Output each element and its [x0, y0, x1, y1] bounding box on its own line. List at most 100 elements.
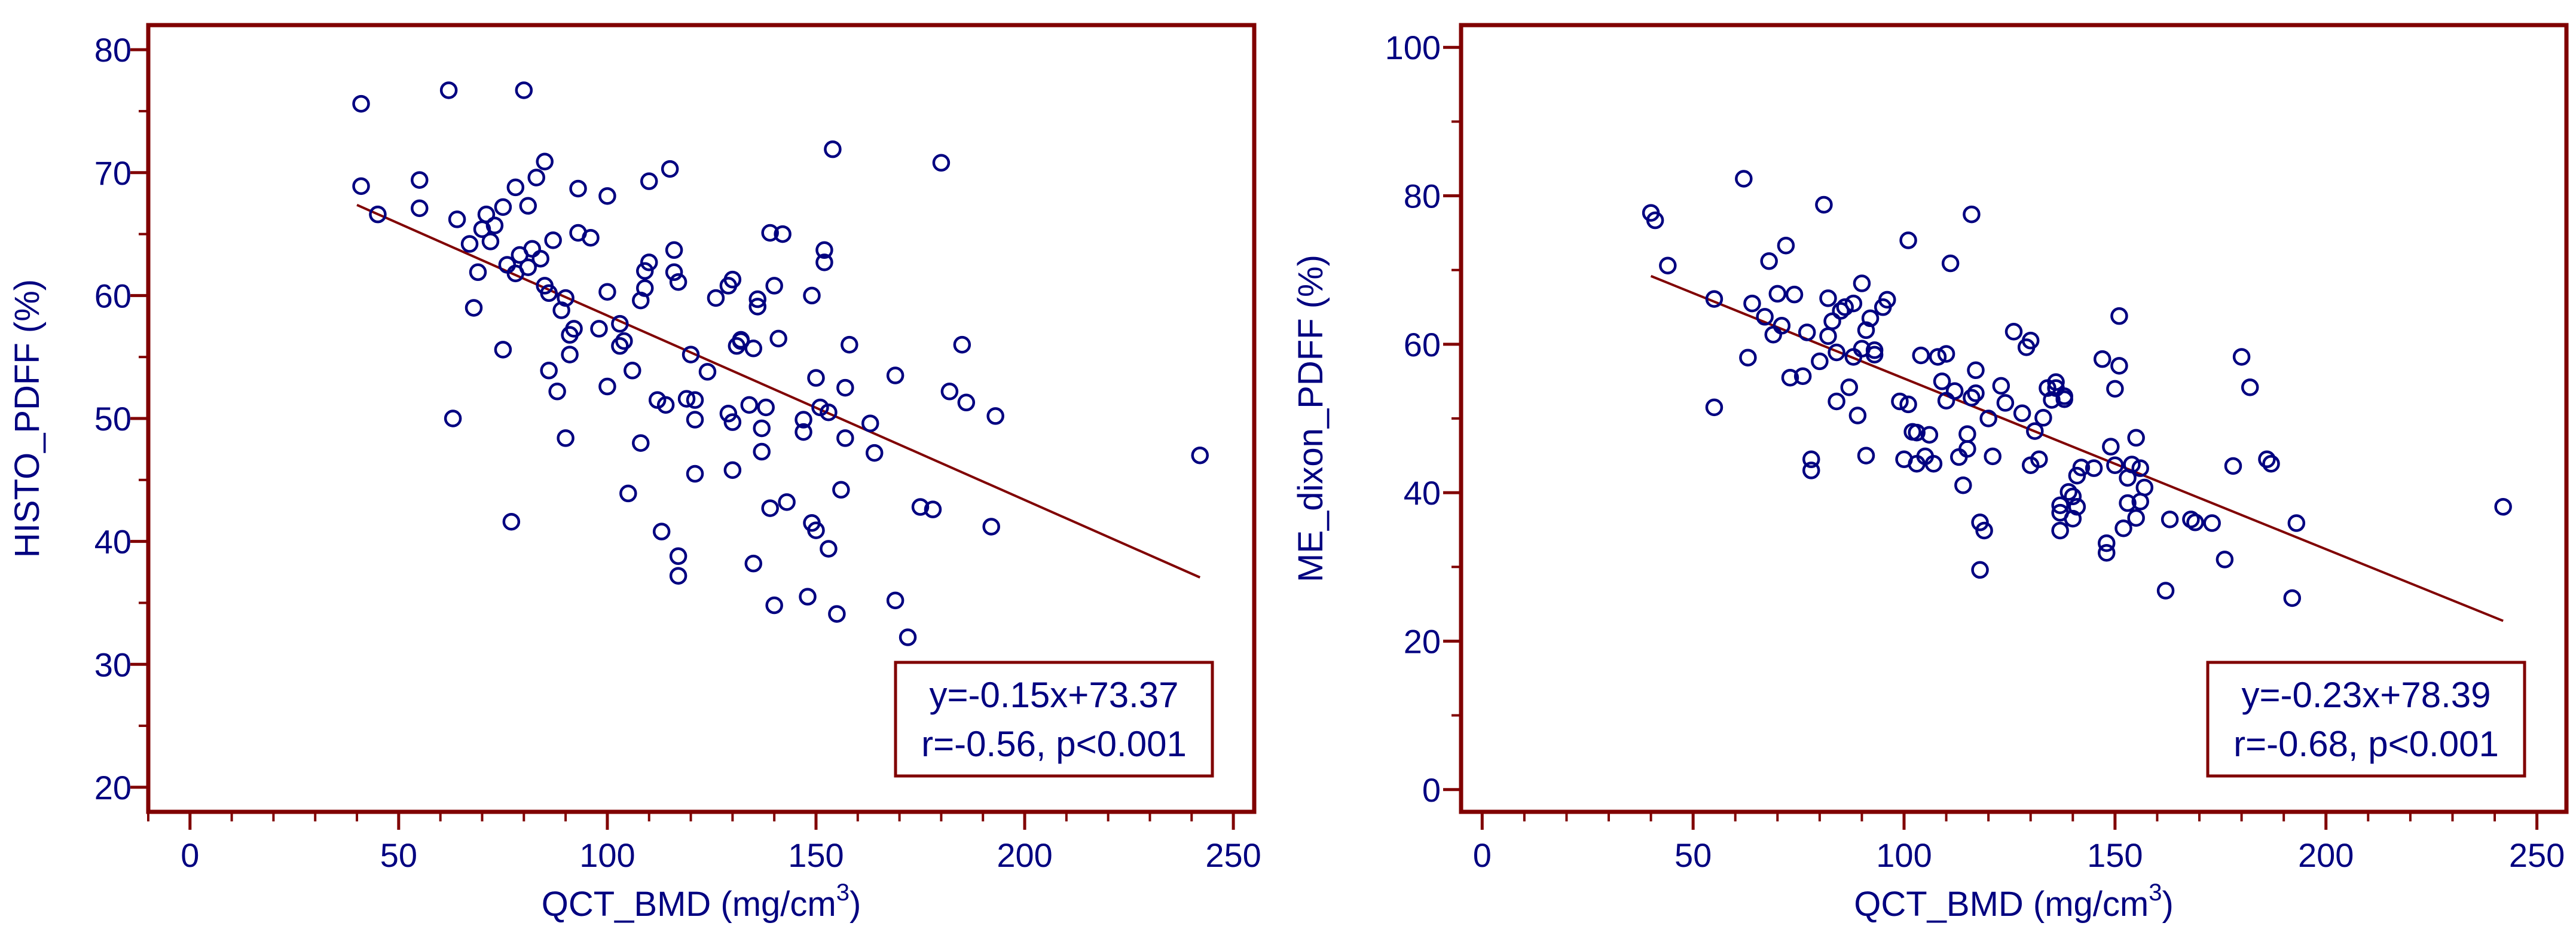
data-point-1	[677, 390, 696, 408]
data-point-2	[2110, 307, 2128, 325]
data-point-2	[2013, 404, 2031, 423]
data-point-2	[2232, 348, 2251, 366]
data-point-1	[665, 263, 683, 282]
data-point-2	[1857, 447, 1875, 465]
data-point-2	[1996, 394, 2015, 412]
data-point-1	[748, 290, 766, 308]
data-point-1	[477, 205, 496, 224]
data-point-1	[761, 499, 779, 517]
data-point-1	[352, 94, 370, 113]
data-point-1	[807, 369, 825, 387]
data-point-2	[2127, 429, 2145, 447]
data-point-2	[1743, 294, 1761, 313]
data-point-2	[1920, 426, 1939, 444]
data-point-1	[494, 341, 512, 359]
data-point-2	[1773, 317, 1791, 335]
data-point-1	[861, 414, 879, 432]
correlation-stats-2: r=-0.68, p<0.001	[2233, 724, 2499, 764]
data-point-1	[502, 512, 521, 531]
data-point-2	[1823, 312, 1841, 331]
data-point-2	[1992, 377, 2010, 395]
data-point-2	[1815, 195, 1833, 214]
data-point-2	[1958, 440, 1976, 458]
data-point-2	[1768, 285, 1787, 303]
x-tick-label-1: 100	[579, 836, 635, 874]
correlation-stats-1: r=-0.56, p<0.001	[921, 724, 1187, 764]
data-point-2	[1853, 274, 1871, 292]
data-point-1	[774, 225, 792, 243]
data-point-1	[444, 410, 462, 427]
data-point-2	[1857, 321, 1875, 340]
data-point-2	[2110, 357, 2128, 375]
data-point-2	[2064, 509, 2082, 528]
data-point-1	[439, 81, 458, 99]
data-point-1	[527, 169, 545, 187]
data-point-1	[899, 628, 917, 646]
data-point-1	[940, 383, 959, 401]
data-point-2	[2135, 478, 2154, 497]
x-tick-label-2: 50	[1674, 836, 1712, 874]
data-point-1	[740, 396, 759, 414]
data-point-2	[2026, 422, 2044, 440]
data-point-2	[1979, 410, 1997, 427]
data-point-2	[1828, 392, 1845, 411]
data-point-2	[1832, 302, 1850, 320]
y-tick-label-2: 20	[1404, 622, 1441, 660]
data-point-1	[719, 405, 738, 423]
data-point-1	[411, 199, 429, 218]
x-tick-label-2: 150	[2087, 836, 2143, 874]
data-point-1	[765, 277, 783, 295]
data-point-1	[519, 197, 537, 215]
data-point-1	[799, 588, 817, 606]
data-point-1	[698, 363, 717, 381]
data-point-2	[2287, 514, 2306, 532]
data-point-1	[598, 187, 616, 205]
data-point-1	[656, 396, 675, 414]
data-point-1	[828, 605, 846, 623]
y-tick-label-1: 50	[94, 400, 132, 438]
data-point-1	[986, 407, 1004, 425]
x-tick-label-1: 0	[181, 836, 199, 874]
data-point-2	[1971, 561, 1989, 579]
data-point-2	[2102, 438, 2120, 456]
x-tick-label-2: 100	[1876, 836, 1932, 874]
data-point-2	[1811, 352, 1829, 371]
data-point-2	[2021, 331, 2040, 350]
data-point-2	[1819, 327, 1837, 345]
x-tick-label-1: 200	[997, 836, 1052, 874]
data-point-1	[686, 411, 704, 429]
data-point-2	[1802, 462, 1820, 479]
data-point-1	[615, 332, 633, 350]
data-point-1	[744, 340, 763, 357]
data-point-2	[1793, 367, 1812, 385]
data-point-1	[732, 331, 750, 349]
data-point-2	[2059, 483, 2077, 501]
data-point-2	[2034, 409, 2052, 427]
data-point-2	[1828, 343, 1845, 362]
data-point-1	[795, 411, 812, 429]
y-tick-label-1: 80	[94, 31, 132, 69]
data-point-1	[957, 393, 976, 412]
data-point-2	[1967, 384, 1985, 402]
data-point-1	[778, 493, 796, 511]
data-point-2	[2131, 459, 2149, 477]
data-point-1	[803, 286, 821, 305]
regression-equation-1: y=-0.15x+73.37	[930, 675, 1179, 715]
data-point-2	[2051, 496, 2069, 515]
data-point-1	[485, 216, 504, 234]
regression-equation-2: y=-0.23x+78.39	[2242, 675, 2491, 715]
data-point-1	[548, 383, 566, 401]
data-point-2	[1924, 454, 1943, 473]
data-point-1	[523, 240, 542, 258]
y-tick-label-1: 60	[94, 277, 132, 314]
data-point-1	[569, 179, 587, 198]
data-point-1	[911, 498, 930, 516]
x-tick-label-1: 150	[788, 836, 844, 874]
data-point-1	[624, 362, 641, 380]
data-point-2	[2064, 487, 2082, 506]
data-point-2	[1844, 294, 1863, 313]
data-point-1	[795, 423, 812, 441]
data-point-2	[2093, 350, 2111, 368]
